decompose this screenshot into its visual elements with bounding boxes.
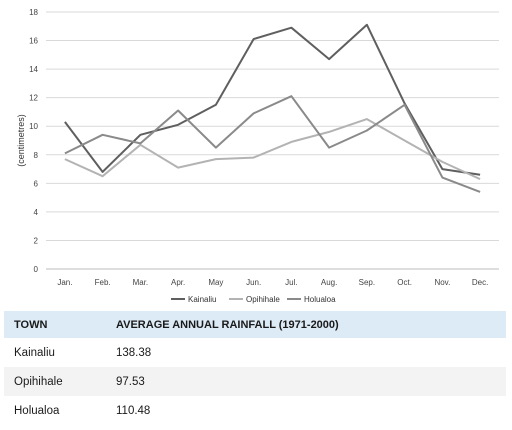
table-row: Kainaliu 138.38: [4, 338, 506, 367]
rainfall-table: TOWN AVERAGE ANNUAL RAINFALL (1971-2000)…: [4, 311, 506, 425]
y-tick-label: 8: [34, 151, 39, 160]
y-axis-title: (centimetres): [16, 114, 26, 167]
table-row: Opihihale 97.53: [4, 367, 506, 396]
x-tick-label: Jun.: [246, 278, 261, 287]
table-cell-town: Kainaliu: [14, 346, 55, 359]
table-cell-rainfall: 138.38: [116, 346, 152, 359]
legend-label-holualoa: Holualoa: [304, 295, 336, 304]
table-cell-town: Holualoa: [14, 404, 60, 417]
x-tick-label: Jan.: [57, 278, 72, 287]
series-line-holualoa: [64, 95, 481, 193]
x-tick-label: Aug.: [321, 278, 337, 287]
x-tick-label: Nov.: [434, 278, 450, 287]
y-tick-label: 6: [34, 179, 39, 188]
x-tick-label: Sep.: [359, 278, 375, 287]
x-tick-label: Jul.: [285, 278, 297, 287]
x-tick-label: Mar.: [133, 278, 149, 287]
table-cell-town: Opihihale: [4, 367, 116, 396]
table-header-row: TOWN AVERAGE ANNUAL RAINFALL (1971-2000): [4, 311, 506, 338]
x-tick-label: Oct.: [397, 278, 412, 287]
chart-canvas: 0 2 4 6 8 10 12 14 16 18 Jan. Feb. Mar. Apr. May Jun. Ju…: [16, 8, 499, 304]
y-tick-label: 10: [29, 122, 38, 131]
x-tick-label: Apr.: [171, 278, 185, 287]
table-header-rainfall: AVERAGE ANNUAL RAINFALL (1971-2000): [116, 311, 506, 338]
x-tick-label: Dec.: [472, 278, 488, 287]
legend-label-opihihale: Opihihale: [246, 295, 280, 304]
series-line-opihihale: [64, 118, 481, 181]
legend-label-kainaliu: Kainaliu: [188, 295, 216, 304]
x-tick-label: Feb.: [95, 278, 111, 287]
y-tick-label: 16: [29, 37, 38, 46]
series-line-kainaliu: [64, 23, 481, 176]
x-tick-label: May: [208, 278, 223, 287]
y-tick-label: 12: [29, 94, 38, 103]
table-cell-rainfall: 97.53: [116, 367, 506, 396]
table-cell-rainfall: 110.48: [116, 404, 151, 417]
y-tick-label: 2: [34, 236, 39, 245]
y-tick-label: 0: [34, 265, 39, 274]
table-header-town: TOWN: [4, 311, 116, 338]
y-tick-label: 18: [29, 8, 38, 17]
y-tick-label: 14: [29, 65, 38, 74]
y-tick-label: 4: [34, 208, 39, 217]
rainfall-line-chart: 0 2 4 6 8 10 12 14 16 18 Jan. Feb. Mar. Apr. May Jun. Ju…: [16, 8, 499, 304]
table-row: Holualoa 110.48: [4, 396, 506, 425]
